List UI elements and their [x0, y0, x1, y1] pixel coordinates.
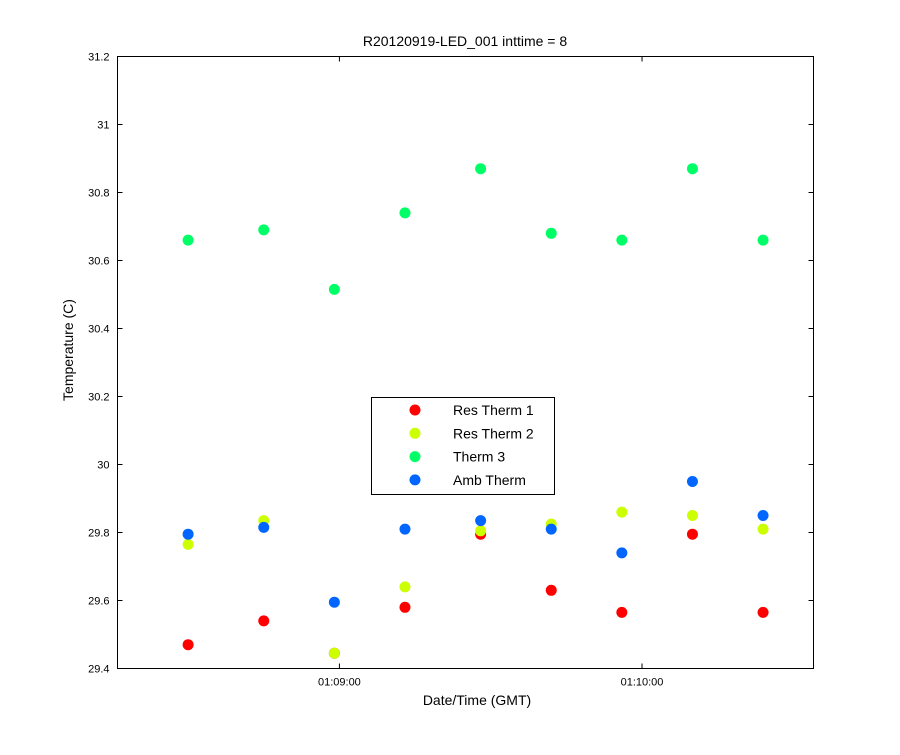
data-points: [182, 163, 769, 659]
x-tick-label: 01:10:00: [621, 677, 664, 689]
data-point: [757, 523, 769, 535]
legend-marker: [409, 427, 421, 439]
data-point: [182, 234, 194, 246]
legend-marker: [409, 474, 421, 486]
data-point: [399, 523, 411, 535]
data-point: [545, 584, 557, 596]
data-point: [258, 224, 270, 236]
data-point: [686, 476, 698, 487]
data-point: [258, 521, 270, 533]
data-point: [616, 547, 628, 559]
data-point: [545, 227, 557, 239]
legend-label: Amb Therm: [453, 472, 526, 488]
data-point: [757, 510, 769, 521]
data-point: [328, 596, 340, 608]
legend-marker: [409, 451, 421, 463]
y-axis-label: Temperature (C): [60, 299, 76, 401]
series-amb-therm: [182, 476, 769, 608]
data-point: [399, 207, 411, 219]
data-point: [399, 601, 411, 613]
y-tick-label: 30.2: [88, 392, 109, 404]
chart-title: R20120919-LED_001 inttime = 8: [363, 33, 568, 49]
y-tick-label: 29.4: [88, 664, 109, 676]
data-point: [616, 234, 628, 246]
data-point: [616, 606, 628, 618]
y-tick-label: 30.6: [88, 256, 109, 268]
data-point: [686, 528, 698, 540]
data-point: [328, 647, 340, 659]
data-point: [475, 525, 487, 537]
data-point: [686, 510, 698, 521]
legend-label: Therm 3: [453, 449, 505, 465]
legend-label: Res Therm 2: [453, 425, 534, 441]
legend-box: [371, 397, 555, 495]
data-point: [399, 581, 411, 593]
y-tick-label: 30: [97, 460, 109, 472]
data-point: [686, 163, 698, 175]
y-tick-label: 29.8: [88, 528, 109, 540]
legend-entries: Res Therm 1 Res Therm 2 Therm 3 Amb Therm: [409, 402, 534, 488]
legend-label: Res Therm 1: [453, 402, 534, 418]
y-axis-ticks: 29.4 29.6 29.8 30 30.2 30.4 30.6 30.8 31 31.2: [88, 52, 814, 676]
legend: Res Therm 1 Res Therm 2 Therm 3 Amb Therm: [371, 397, 555, 495]
y-tick-label: 30.4: [88, 324, 109, 336]
legend-marker: [409, 404, 421, 416]
data-point: [757, 606, 769, 618]
y-tick-label: 29.6: [88, 596, 109, 608]
y-tick-label: 30.8: [88, 188, 109, 200]
data-point: [258, 615, 270, 627]
x-axis-ticks: 01:09:00 01:10:00: [318, 56, 664, 689]
y-tick-label: 31.2: [88, 52, 109, 64]
data-point: [545, 523, 557, 535]
data-point: [182, 639, 194, 651]
data-point: [757, 234, 769, 246]
data-point: [616, 506, 628, 518]
plot-area-frame: [117, 56, 814, 669]
data-point: [182, 528, 194, 540]
x-tick-label: 01:09:00: [318, 677, 361, 689]
axes: 29.4 29.6 29.8 30 30.2 30.4 30.6 30.8 31 31.2 01:…: [88, 52, 814, 689]
data-point: [475, 163, 487, 175]
series-res-therm-2: [182, 506, 769, 659]
y-tick-label: 31: [97, 120, 109, 132]
data-point: [475, 515, 487, 527]
series-therm-3: [182, 163, 769, 295]
x-axis-label: Date/Time (GMT): [423, 692, 531, 708]
data-point: [328, 283, 340, 295]
data-point: [182, 538, 194, 550]
